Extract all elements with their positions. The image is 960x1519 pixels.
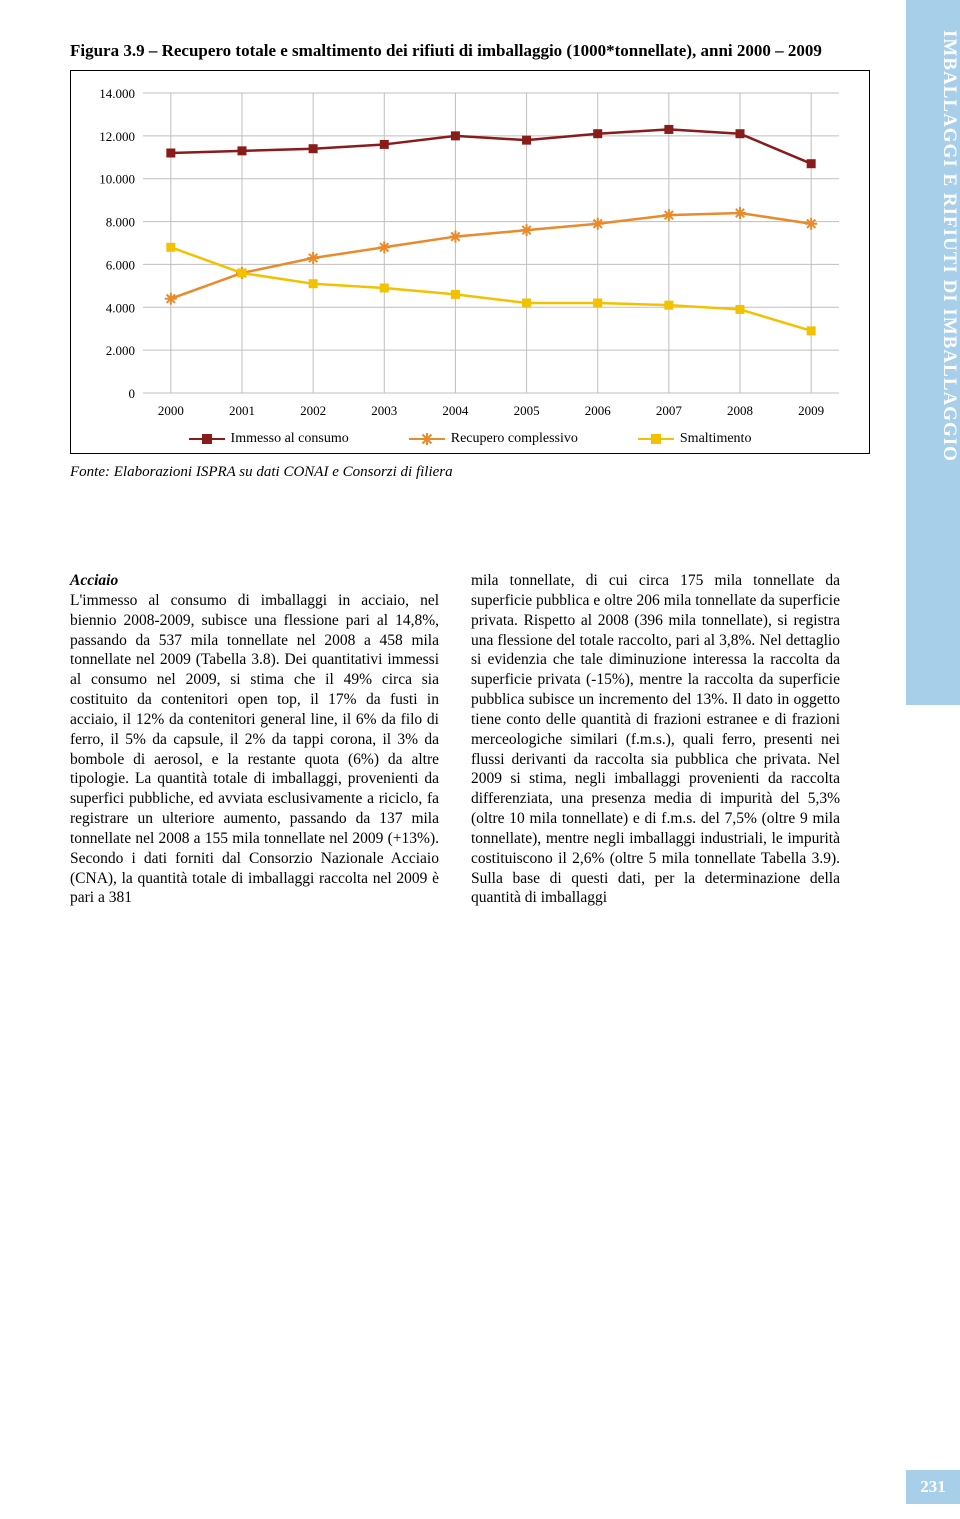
legend-label: Smaltimento (680, 431, 752, 447)
right-column: mila tonnellate, di cui circa 175 mila t… (471, 571, 840, 908)
svg-text:4.000: 4.000 (106, 300, 135, 315)
paragraph: Dei quantitativi immessi al consumo nel … (70, 651, 439, 787)
svg-text:14.000: 14.000 (99, 86, 135, 101)
text-columns: Acciaio L'immesso al consumo di imballag… (70, 571, 840, 908)
legend-recupero: Recupero complessivo (409, 431, 578, 447)
paragraph: mila tonnellate, di cui circa 175 mila t… (471, 572, 840, 708)
svg-text:2008: 2008 (727, 403, 753, 418)
svg-text:2009: 2009 (798, 403, 824, 418)
svg-text:2007: 2007 (656, 403, 683, 418)
section-heading: Acciaio (70, 571, 439, 591)
legend-immesso: Immesso al consumo (189, 431, 349, 447)
svg-text:6.000: 6.000 (106, 258, 135, 273)
svg-text:2002: 2002 (300, 403, 326, 418)
page-number: 231 (906, 1470, 960, 1504)
svg-text:2.000: 2.000 (106, 343, 135, 358)
page-content: Figura 3.9 – Recupero totale e smaltimen… (0, 0, 870, 938)
legend-label: Recupero complessivo (451, 431, 578, 447)
svg-text:2006: 2006 (585, 403, 612, 418)
svg-text:8.000: 8.000 (106, 215, 135, 230)
svg-text:2000: 2000 (158, 403, 184, 418)
svg-text:0: 0 (129, 386, 136, 401)
chart-container: 0 2.000 4.000 6.000 8.000 10.000 12.000 14.000 2… (70, 70, 870, 454)
left-column: Acciaio L'immesso al consumo di imballag… (70, 571, 439, 908)
sidebar-tab: IMBALLAGGI E RIFIUTI DI IMBALLAGGIO (906, 0, 960, 705)
svg-text:2003: 2003 (371, 403, 397, 418)
figure-title: Figura 3.9 – Recupero totale e smaltimen… (70, 40, 840, 62)
svg-text:2004: 2004 (442, 403, 469, 418)
svg-text:10.000: 10.000 (99, 172, 135, 187)
legend-label: Immesso al consumo (231, 431, 349, 447)
paragraph: Secondo i dati forniti dal Consorzio Naz… (70, 850, 439, 907)
line-chart: 0 2.000 4.000 6.000 8.000 10.000 12.000 14.000 2… (83, 83, 859, 423)
chart-legend: Immesso al consumo Recupero complessivo (83, 431, 857, 447)
legend-smaltimento: Smaltimento (638, 431, 752, 447)
svg-text:12.000: 12.000 (99, 129, 135, 144)
paragraph: Sulla base di questi dati, per la determ… (471, 870, 840, 907)
svg-text:2001: 2001 (229, 403, 255, 418)
svg-text:2005: 2005 (514, 403, 540, 418)
chart-source: Fonte: Elaborazioni ISPRA su dati CONAI … (70, 464, 840, 481)
